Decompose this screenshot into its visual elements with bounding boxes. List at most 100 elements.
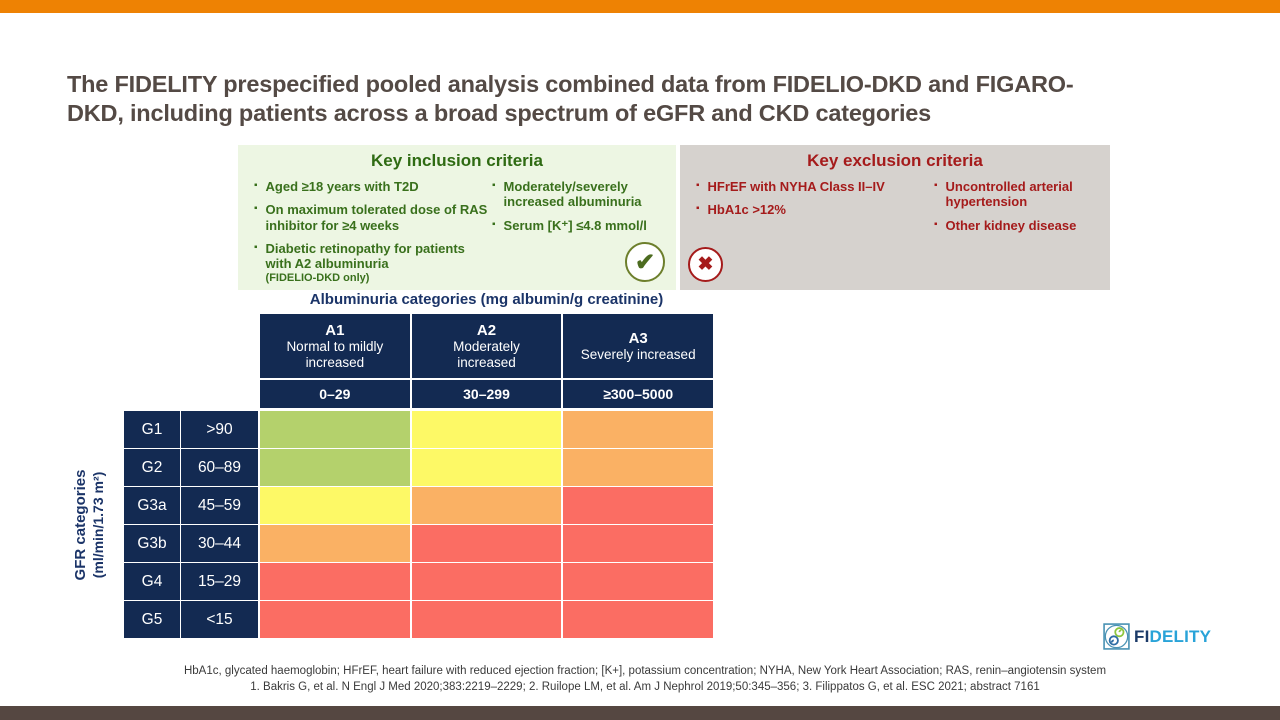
albuminuria-header-a3: A3 Severely increased [563, 314, 714, 378]
albuminuria-axis-heading: Albuminuria categories (mg albumin/g cre… [309, 291, 664, 308]
kdigo-cell [260, 487, 410, 524]
list-item: ▪ Other kidney disease [932, 218, 1100, 233]
kdigo-cell [411, 411, 562, 448]
kdigo-cell [260, 525, 410, 562]
abbreviations-line: HbA1c, glycated haemoglobin; HFrEF, hear… [183, 665, 1107, 677]
bullet-icon: ▪ [254, 241, 258, 253]
kdigo-cell [411, 601, 562, 638]
inclusion-columns: ▪ Aged ≥18 years with T2D ▪ On maximum t… [238, 171, 676, 293]
bullet-text: HbA1c >12% [707, 202, 786, 218]
inclusion-heading: Key inclusion criteria [371, 151, 543, 170]
albuminuria-header-a1: A1 Normal to mildly increased [260, 314, 410, 378]
column-code: A2 [476, 321, 497, 339]
albuminuria-header-a2: A2 Moderately increased [411, 314, 562, 378]
kdigo-cell [260, 449, 410, 486]
gfr-range: 15–29 [181, 563, 258, 600]
kdigo-grid-row [260, 563, 714, 600]
kdigo-grid-row [260, 601, 714, 638]
column-desc: Severely increased [580, 346, 696, 362]
bullet-icon: ▪ [934, 218, 938, 230]
range-cell: 30–299 [411, 380, 562, 408]
gfr-code: G3b [124, 525, 180, 562]
checkmark-icon: ✔ [625, 242, 665, 282]
bullet-icon: ▪ [492, 180, 496, 191]
inclusion-right-column: ▪ Moderately/severely increased albuminu… [490, 179, 666, 293]
exclusion-left-column: ▪ HFrEF with NYHA Class II–IV ▪ HbA1c >1… [694, 179, 932, 241]
exclusion-criteria-box: Key exclusion criteria ▪ HFrEF with NYHA… [680, 145, 1110, 290]
fidelity-logo: FIDELITY [1103, 623, 1211, 650]
kdigo-cell [563, 525, 714, 562]
bullet-icon: ▪ [696, 180, 700, 191]
gfr-code: G5 [124, 601, 180, 638]
bullet-text: Serum [K⁺] ≤4.8 mmol/l [503, 217, 647, 233]
kdigo-cell [260, 563, 410, 600]
kdigo-grid-row [260, 449, 714, 486]
gfr-label-row: G3a 45–59 [124, 487, 258, 524]
gfr-label-row: G1 >90 [124, 411, 258, 448]
list-item: ▪ Aged ≥18 years with T2D [252, 179, 490, 194]
gfr-axis-line1: GFR categories [71, 469, 89, 581]
bullet-text: HFrEF with NYHA Class II–IV [707, 179, 885, 194]
gfr-code: G3a [124, 487, 180, 524]
kdigo-cell [411, 563, 562, 600]
column-code: A3 [628, 329, 648, 347]
bullet-text: Aged ≥18 years with T2D [265, 179, 419, 194]
kdigo-cell [411, 525, 562, 562]
kdigo-cell [411, 487, 562, 524]
bullet-icon: ▪ [254, 180, 258, 191]
gfr-axis-line2: (ml/min/1.73 m²) [89, 471, 106, 579]
kdigo-grid-row [260, 487, 714, 524]
list-item: ▪ Moderately/severely increased albuminu… [490, 179, 666, 210]
slide-title: The FIDELITY prespecified pooled analysi… [67, 70, 1247, 129]
kdigo-cell [260, 411, 410, 448]
footnotes: HbA1c, glycated haemoglobin; HFrEF, hear… [40, 663, 1250, 695]
albuminuria-header-row: A1 Normal to mildly increased A2 Moderat… [260, 314, 714, 378]
gfr-code: G1 [124, 411, 180, 448]
range-cell: ≥300–5000 [563, 380, 714, 408]
inclusion-left-column: ▪ Aged ≥18 years with T2D ▪ On maximum t… [252, 179, 490, 293]
bullet-text: Other kidney disease [945, 217, 1077, 233]
bullet-icon: ▪ [254, 203, 258, 215]
gfr-code: G2 [124, 449, 180, 486]
slide-title-line1: The FIDELITY prespecified pooled analysi… [67, 71, 1074, 97]
gfr-label-column: G1 >90 G2 60–89 G3a 45–59 G3b 30–44 G4 1… [124, 411, 258, 639]
column-desc: Normal to mildly increased [286, 339, 384, 370]
gfr-label-row: G2 60–89 [124, 449, 258, 486]
slide-title-line2: DKD, including patients across a broad s… [67, 100, 932, 127]
list-item: ▪ On maximum tolerated dose of RAS inhib… [252, 202, 490, 233]
cross-icon: ✖ [688, 247, 723, 282]
gfr-axis-heading: GFR categories (ml/min/1.73 m²) [60, 411, 118, 639]
kdigo-cell [411, 449, 562, 486]
kdigo-cell [563, 449, 714, 486]
bullet-text: Moderately/severely increased albuminuri… [503, 179, 642, 210]
albuminuria-range-row: 0–29 30–299 ≥300–5000 [260, 380, 714, 408]
gfr-range: 45–59 [181, 487, 258, 524]
list-item: ▪ Diabetic retinopathy for patients with… [252, 241, 490, 285]
bullet-icon: ▪ [492, 218, 496, 230]
kdigo-cell [563, 601, 714, 638]
bullet-text: Uncontrolled arterial hypertension [945, 179, 1073, 210]
inclusion-criteria-box: Key inclusion criteria ▪ Aged ≥18 years … [238, 145, 676, 290]
bullet-text: On maximum tolerated dose of RAS inhibit… [265, 202, 488, 233]
gfr-code: G4 [124, 563, 180, 600]
top-accent-bar [0, 0, 1280, 13]
gfr-label-row: G3b 30–44 [124, 525, 258, 562]
exclusion-columns: ▪ HFrEF with NYHA Class II–IV ▪ HbA1c >1… [680, 171, 1110, 241]
bullet-note: (FIDELIO-DKD only) [265, 271, 370, 284]
fidelity-logo-text: FIDELITY [1134, 626, 1212, 646]
bullet-text: Diabetic retinopathy for patients with A… [266, 241, 490, 285]
kdigo-grid-row [260, 411, 714, 448]
kdigo-grid-row [260, 525, 714, 562]
gfr-range: >90 [181, 411, 258, 448]
list-item: ▪ Uncontrolled arterial hypertension [932, 179, 1100, 210]
column-desc: Moderately increased [453, 339, 520, 370]
bullet-icon: ▪ [934, 180, 938, 191]
kdigo-cell [260, 601, 410, 638]
range-cell: 0–29 [260, 380, 410, 408]
column-code: A1 [325, 321, 345, 339]
gfr-range: 60–89 [181, 449, 258, 486]
gfr-label-row: G4 15–29 [124, 563, 258, 600]
kdigo-risk-grid [260, 411, 714, 639]
exclusion-right-column: ▪ Uncontrolled arterial hypertension ▪ O… [932, 179, 1100, 241]
